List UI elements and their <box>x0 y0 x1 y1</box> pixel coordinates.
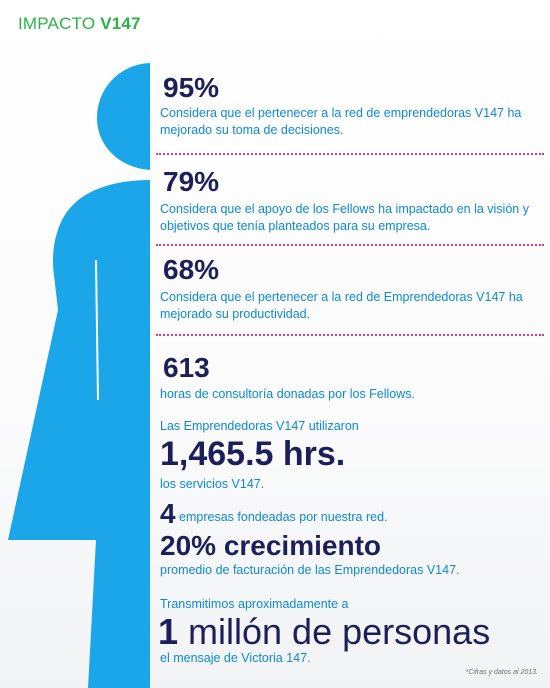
reach-intro: Transmitimos aproximadamente a <box>160 597 349 611</box>
services-value: 1,465.5 hrs. <box>160 435 346 473</box>
divider-3 <box>156 334 544 336</box>
hours-text: horas de consultoría donadas por los Fel… <box>160 387 416 401</box>
reach-number: 1 <box>158 611 179 652</box>
page-title: IMPACTO V147 <box>18 14 141 34</box>
services-intro: Las Emprendedoras V147 utilizaron <box>160 419 359 433</box>
services-text: los servicios V147. <box>160 477 265 491</box>
reach-label: millón de personas <box>178 611 491 652</box>
reach-value: 1 millón de personas <box>158 614 490 650</box>
figure-head <box>96 63 150 170</box>
divider-2 <box>156 244 544 246</box>
title-light: IMPACTO <box>18 14 101 33</box>
growth-value: 20% crecimiento <box>160 530 381 561</box>
stat-2-value: 79% <box>163 166 220 197</box>
stat-3-text: Considera que el pertenecer a la red de … <box>160 290 523 321</box>
funded-value: 4 <box>160 498 176 529</box>
figure-body <box>8 180 150 688</box>
stat-1-value: 95% <box>163 72 220 103</box>
stat-2-text: Considera que el apoyo de los Fellows ha… <box>160 202 529 233</box>
growth-text: promedio de facturación de las Emprended… <box>160 563 460 577</box>
stat-1-text: Considera que el pertenecer a la red de … <box>160 106 522 137</box>
divider-1 <box>156 153 544 155</box>
figure-arm-line <box>95 259 99 401</box>
stat-3-value: 68% <box>163 254 220 285</box>
funded-text: empresas fondeadas por nuestra red. <box>175 510 388 524</box>
hours-value: 613 <box>163 352 210 383</box>
footnote: *Cifras y datos al 2013. <box>465 669 538 676</box>
funded-line: 4 empresas fondeadas por nuestra red. <box>160 500 540 528</box>
title-bold: V147 <box>100 14 141 33</box>
reach-text: el mensaje de Victoria 147. <box>160 651 311 665</box>
